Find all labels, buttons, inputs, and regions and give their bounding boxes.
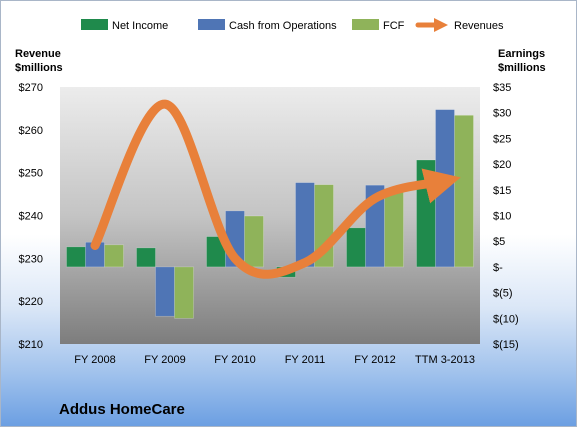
left-axis-title-line1: Revenue [15, 48, 61, 60]
left-tick-label: $210 [19, 339, 43, 351]
right-tick-label: $25 [493, 133, 511, 145]
bar-fcf [174, 266, 194, 319]
revenue-line [90, 99, 461, 279]
right-tick-label: $(10) [493, 313, 519, 325]
right-axis-title-line1: Earnings [498, 48, 545, 60]
revenues-line [90, 99, 461, 279]
category-axis: FY 2008 FY 2009 FY 2010 FY 2011 FY 2012 TTM 3… [74, 354, 475, 366]
right-tick-label: $(15) [493, 339, 519, 351]
right-axis-title-line2: $millions [498, 62, 546, 74]
category-label: FY 2011 [285, 354, 326, 366]
bar-fcf [244, 215, 264, 268]
left-tick-label: $240 [19, 211, 43, 223]
legend-label-fcf: FCF [383, 20, 405, 32]
legend-swatch-cash-from-operations [198, 19, 225, 30]
right-axis: $(15) $(10) $(5) $- $5 $10 $15 $20 $25 $30 $35 [493, 82, 519, 351]
legend: Net Income Cash from Operations FCF Revenue… [81, 18, 504, 32]
legend-label-cash-from-operations: Cash from Operations [229, 20, 337, 32]
bar-fcf [384, 191, 404, 268]
legend-swatch-fcf [352, 19, 379, 30]
bar-fcf [104, 244, 124, 268]
legend-swatch-net-income [81, 19, 108, 30]
right-tick-label: $5 [493, 236, 505, 248]
bar-net-income [136, 247, 156, 268]
left-tick-label: $270 [19, 82, 43, 94]
right-tick-label: $(5) [493, 288, 513, 300]
right-tick-label: $20 [493, 159, 511, 171]
left-tick-label: $250 [19, 168, 43, 180]
right-tick-label: $15 [493, 185, 511, 197]
legend-label-revenues: Revenues [454, 20, 504, 32]
left-tick-label: $260 [19, 125, 43, 137]
category-label: FY 2010 [214, 354, 255, 366]
company-name: Addus HomeCare [59, 401, 185, 418]
right-tick-label: $35 [493, 82, 511, 94]
category-label: FY 2008 [74, 354, 115, 366]
category-label: TTM 3-2013 [415, 354, 475, 366]
bar-cash-from-operations [435, 109, 455, 268]
right-tick-label: $10 [493, 211, 511, 223]
plot-area [60, 87, 480, 344]
category-label: FY 2012 [354, 354, 395, 366]
bar-net-income [66, 246, 86, 268]
category-label: FY 2009 [144, 354, 185, 366]
bar-net-income [346, 227, 366, 268]
right-tick-label: $30 [493, 108, 511, 120]
bar-cash-from-operations [155, 266, 175, 317]
right-tick-label: $- [493, 262, 503, 274]
legend-arrow-revenues [434, 18, 448, 32]
bar-net-income [416, 159, 436, 268]
left-tick-label: $230 [19, 253, 43, 265]
legend-label-net-income: Net Income [112, 20, 168, 32]
bar-fcf [454, 114, 474, 268]
left-axis-title-line2: $millions [15, 62, 63, 74]
left-axis: $210 $220 $230 $240 $250 $260 $270 [19, 82, 43, 351]
left-tick-label: $220 [19, 296, 43, 308]
bar-series [66, 109, 474, 319]
